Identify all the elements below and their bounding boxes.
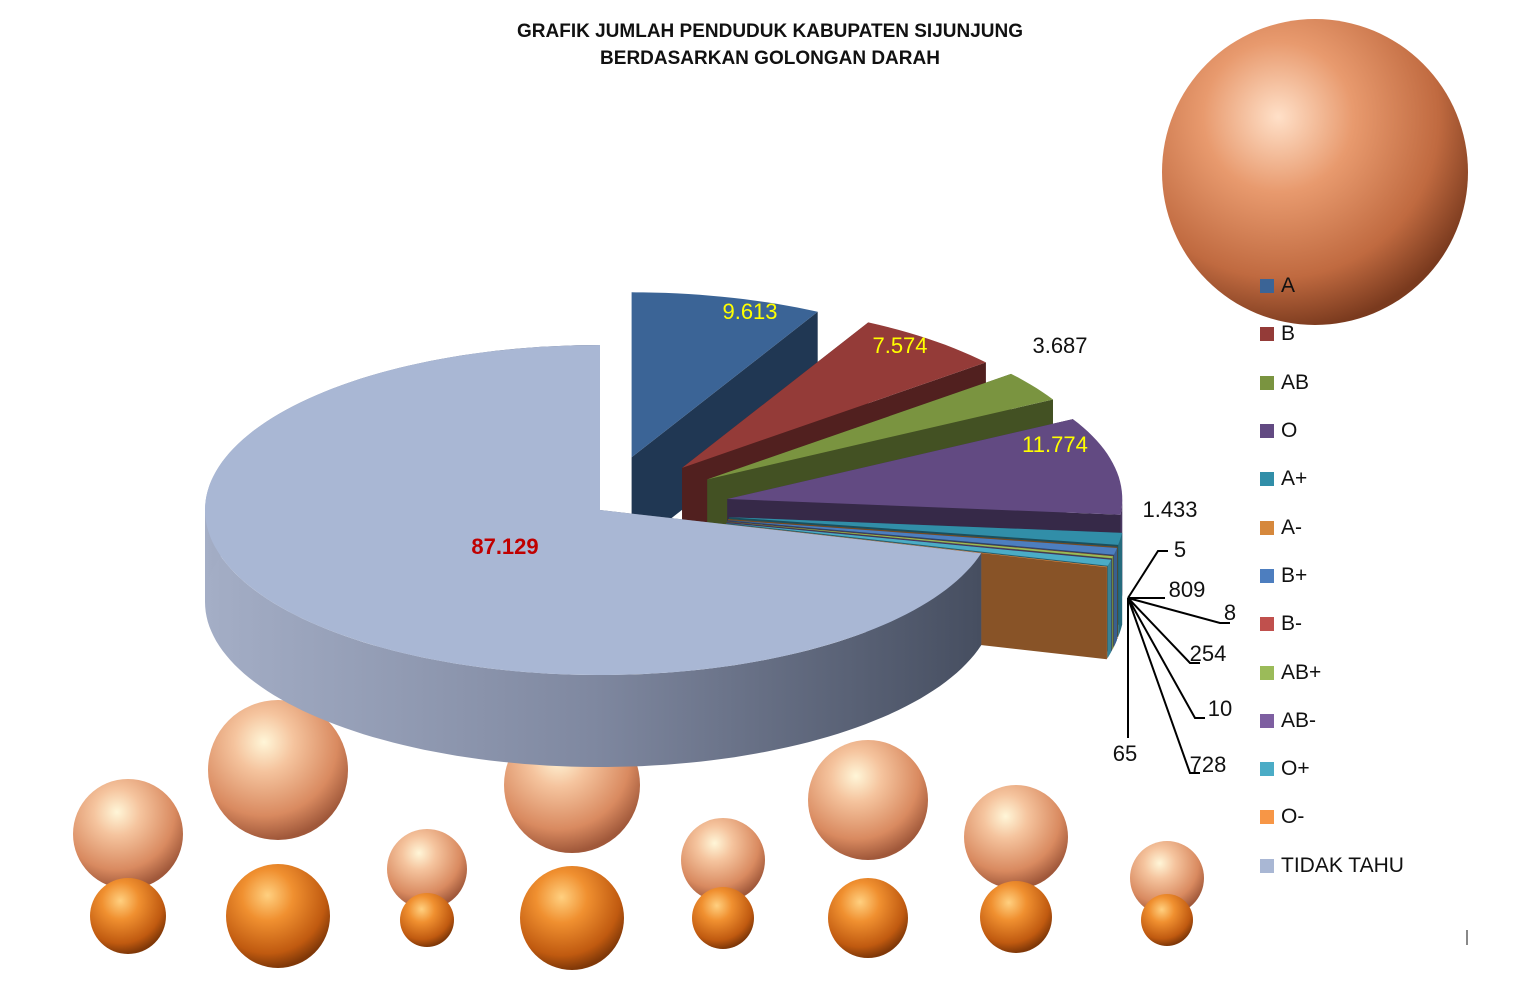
leader-line-ab+ <box>1127 597 1200 664</box>
slice-ab+ <box>726 521 1114 559</box>
leader-line-ab- <box>1127 597 1205 719</box>
data-label-a+: 1.433 <box>1142 497 1197 522</box>
legend-swatch <box>1260 713 1274 728</box>
legend-label: B <box>1281 322 1296 346</box>
data-label-tidak-tahu: 87.129 <box>471 534 538 559</box>
legend-swatch <box>1260 279 1274 294</box>
legend-swatch <box>1260 762 1274 777</box>
data-label-b+: 809 <box>1169 577 1206 602</box>
legend: A B AB O A+ A- B+ B- AB+ AB- O+ O- TIDAK TAHU <box>1260 262 1520 890</box>
slice-side-b+ <box>1114 548 1117 647</box>
sphere-decoration <box>1130 841 1204 915</box>
legend-label: AB- <box>1281 708 1317 732</box>
data-label-o+: 728 <box>1190 752 1227 777</box>
legend-item-tidak-tahu: TIDAK TAHU <box>1260 842 1520 890</box>
legend-label: A <box>1281 274 1296 298</box>
slice-wall-a <box>631 311 818 550</box>
legend-item-b-: B- <box>1260 600 1520 648</box>
slice-side-ab+ <box>1112 556 1114 651</box>
large-sphere-decoration <box>1162 19 1468 325</box>
leader-line-b- <box>1127 597 1230 624</box>
legend-swatch <box>1260 568 1274 583</box>
legend-label: A- <box>1281 515 1302 539</box>
slice-a <box>631 292 818 458</box>
legend-item-o+: O+ <box>1260 745 1520 793</box>
legend-swatch <box>1260 375 1274 390</box>
legend-item-ab: AB <box>1260 359 1520 407</box>
slice-a+ <box>728 517 1123 545</box>
legend-label: AB <box>1281 370 1310 394</box>
legend-swatch <box>1260 858 1274 873</box>
legend-swatch <box>1260 327 1274 342</box>
legend-item-b: B <box>1260 310 1520 358</box>
sphere-decoration <box>208 700 348 840</box>
sphere-decoration <box>964 785 1068 889</box>
legend-item-ab+: AB+ <box>1260 648 1520 696</box>
pie-slices <box>205 292 1123 767</box>
leader-lines <box>1127 550 1230 774</box>
legend-item-ab-: AB- <box>1260 697 1520 745</box>
sphere-decoration <box>808 740 928 860</box>
data-label-b: 7.574 <box>872 333 927 358</box>
legend-label: O+ <box>1281 757 1310 781</box>
legend-swatch <box>1260 472 1274 487</box>
slice-tidak tahu <box>205 345 982 675</box>
legend-item-a+: A+ <box>1260 455 1520 503</box>
sphere-decoration <box>400 893 454 947</box>
slice-b+ <box>727 520 1117 555</box>
legend-item-a-: A- <box>1260 503 1520 551</box>
legend-swatch <box>1260 810 1274 825</box>
legend-item-a: A <box>1260 262 1520 310</box>
legend-item-b+: B+ <box>1260 552 1520 600</box>
data-label-b-: 8 <box>1224 600 1236 625</box>
legend-item-o: O <box>1260 407 1520 455</box>
data-label-ab: 3.687 <box>1032 333 1087 358</box>
legend-label: B- <box>1281 612 1302 636</box>
slice-b- <box>727 521 1114 556</box>
sphere-decoration <box>387 829 467 909</box>
legend-swatch <box>1260 520 1274 535</box>
leader-line-a- <box>1127 550 1168 599</box>
data-label-o: 11.774 <box>1022 432 1088 457</box>
sphere-decoration <box>73 779 183 889</box>
sphere-decoration <box>90 878 166 954</box>
sphere-decoration <box>692 887 754 949</box>
slice-o- <box>725 524 1108 568</box>
chart-title-line-1: GRAFIK JUMLAH PENDUDUK KABUPATEN SIJUNJU… <box>517 21 1023 42</box>
slice-ab <box>707 373 1053 480</box>
chart-title: GRAFIK JUMLAH PENDUDUK KABUPATEN SIJUNJU… <box>0 18 1527 72</box>
sphere-decoration <box>226 864 330 968</box>
legend-label: O <box>1281 419 1298 443</box>
legend-label: B+ <box>1281 563 1308 587</box>
slice-side-o+ <box>1107 559 1112 658</box>
chart-title-line-2: BERDASARKAN GOLONGAN DARAH <box>600 48 940 69</box>
sphere-decoration <box>1141 894 1193 946</box>
sphere-decoration <box>520 866 624 970</box>
data-label-ab-: 10 <box>1208 696 1232 721</box>
data-label-ab+: 254 <box>1190 641 1227 666</box>
slice-o+ <box>726 523 1112 566</box>
legend-item-o-: O- <box>1260 793 1520 841</box>
legend-label: A+ <box>1281 467 1308 491</box>
legend-label: O- <box>1281 805 1305 829</box>
slice-side-a+ <box>1118 532 1123 637</box>
legend-swatch <box>1260 424 1274 439</box>
sphere-decoration <box>828 878 908 958</box>
data-labels: 9.613 7.574 3.687 11.774 1.433 5 809 8 254 10 728 6… <box>471 299 1236 777</box>
slice-b <box>682 322 986 468</box>
legend-swatch <box>1260 665 1274 680</box>
data-label-a: 9.613 <box>722 299 777 324</box>
slice-ab- <box>726 522 1112 559</box>
slice-side-tidak tahu <box>205 510 982 767</box>
slice-o <box>727 419 1123 515</box>
legend-label: TIDAK TAHU <box>1281 853 1404 877</box>
sphere-decoration <box>980 881 1052 953</box>
legend-label: AB+ <box>1281 660 1322 684</box>
data-label-o-: 65 <box>1113 741 1137 766</box>
leader-line-o+ <box>1127 597 1200 774</box>
legend-swatch <box>1260 617 1274 632</box>
sphere-decoration <box>681 818 765 902</box>
data-label-a-: 5 <box>1174 537 1186 562</box>
